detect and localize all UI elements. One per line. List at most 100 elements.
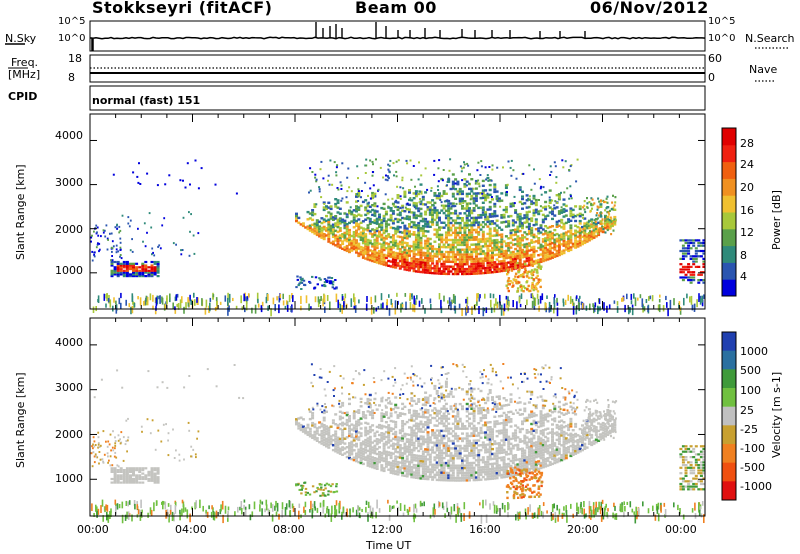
v-cell bbox=[426, 477, 430, 481]
v-cell bbox=[96, 456, 99, 459]
p-cell bbox=[129, 266, 132, 269]
p-cell bbox=[558, 197, 561, 200]
p-cell bbox=[355, 210, 358, 213]
v-cell bbox=[389, 454, 393, 457]
p-cell bbox=[209, 302, 211, 312]
v-cell bbox=[433, 434, 437, 437]
p-cell bbox=[414, 243, 418, 246]
p-cell bbox=[391, 241, 395, 244]
p-cell bbox=[447, 214, 451, 217]
v-cell bbox=[394, 430, 398, 434]
v-cell bbox=[380, 469, 384, 472]
vel-cb-tick-minus1000: -1000 bbox=[740, 480, 772, 493]
p-cell bbox=[426, 252, 430, 255]
p-cell bbox=[451, 255, 455, 259]
p-cell bbox=[251, 307, 253, 314]
p-cell bbox=[397, 159, 400, 162]
p-cell bbox=[352, 247, 356, 251]
v-cell bbox=[129, 481, 132, 484]
p-cell bbox=[488, 268, 492, 272]
p-cell bbox=[98, 242, 101, 245]
p-cell bbox=[509, 253, 513, 257]
v-cell bbox=[380, 451, 384, 455]
p-cell bbox=[534, 297, 537, 307]
p-cell bbox=[382, 260, 386, 264]
p-cell bbox=[601, 218, 604, 221]
v-cell bbox=[390, 506, 392, 511]
p-cell bbox=[514, 278, 518, 282]
p-cell bbox=[516, 235, 520, 238]
v-cell bbox=[366, 429, 370, 433]
p-cell bbox=[479, 257, 483, 260]
v-cell bbox=[403, 464, 407, 468]
p-cell bbox=[541, 293, 544, 301]
p-cell bbox=[320, 234, 324, 237]
noise-right-tick-top: 10^5 bbox=[708, 16, 736, 27]
p-cell bbox=[148, 212, 151, 215]
p-cell bbox=[491, 239, 494, 242]
p-cell bbox=[472, 202, 476, 205]
p-cell bbox=[428, 208, 432, 211]
p-cell bbox=[442, 169, 445, 171]
p-cell bbox=[419, 200, 423, 203]
p-cell bbox=[156, 266, 160, 269]
p-cell bbox=[516, 264, 520, 267]
p-cell bbox=[300, 288, 303, 290]
v-cell bbox=[202, 505, 204, 512]
v-cell bbox=[189, 513, 191, 523]
p-cell bbox=[417, 229, 421, 232]
p-cell bbox=[408, 218, 411, 221]
p-cell bbox=[122, 264, 126, 267]
p-cell bbox=[581, 225, 584, 229]
v-cell bbox=[417, 459, 421, 462]
p-cell bbox=[389, 240, 393, 244]
p-cell bbox=[412, 304, 414, 312]
p-cell bbox=[451, 180, 455, 183]
p-cell bbox=[574, 239, 578, 242]
p-cell bbox=[341, 218, 345, 221]
p-cell bbox=[692, 255, 696, 258]
p-cell bbox=[474, 231, 478, 234]
p-cell bbox=[335, 171, 338, 174]
p-cell bbox=[507, 279, 510, 282]
p-cell bbox=[551, 246, 554, 250]
p-cell bbox=[567, 220, 571, 223]
p-cell bbox=[352, 214, 356, 217]
p-cell bbox=[523, 214, 527, 217]
v-cell bbox=[364, 451, 368, 454]
p-cell bbox=[484, 211, 488, 214]
p-cell bbox=[476, 300, 478, 306]
v-cell bbox=[387, 397, 391, 400]
p-cell bbox=[135, 266, 139, 269]
p-cell bbox=[125, 264, 129, 267]
p-cell bbox=[235, 305, 238, 310]
p-cell bbox=[491, 215, 494, 218]
v-cell bbox=[327, 429, 331, 432]
p-cell bbox=[451, 258, 455, 261]
p-cell bbox=[93, 230, 95, 233]
p-cell bbox=[405, 268, 409, 272]
p-cell bbox=[129, 275, 132, 278]
p-cell bbox=[132, 301, 134, 305]
v-cell bbox=[419, 415, 423, 418]
v-cell bbox=[336, 426, 340, 430]
v-cell bbox=[566, 514, 568, 523]
p-cell bbox=[355, 200, 358, 203]
p-cell bbox=[544, 251, 548, 255]
p-cell bbox=[502, 252, 506, 255]
p-cell bbox=[504, 225, 508, 228]
p-cell bbox=[378, 259, 381, 262]
p-cell bbox=[468, 248, 471, 251]
p-cell bbox=[322, 218, 326, 221]
p-cell bbox=[525, 237, 529, 241]
v-cell bbox=[327, 426, 331, 430]
v-cell bbox=[313, 423, 317, 426]
p-cell bbox=[141, 275, 145, 278]
p-cell bbox=[495, 197, 499, 201]
v-cell bbox=[341, 446, 345, 449]
v-cell bbox=[441, 502, 444, 509]
p-cell bbox=[500, 252, 504, 256]
v-cell bbox=[426, 433, 430, 436]
p-cell bbox=[564, 243, 568, 246]
p-cell bbox=[112, 245, 115, 248]
